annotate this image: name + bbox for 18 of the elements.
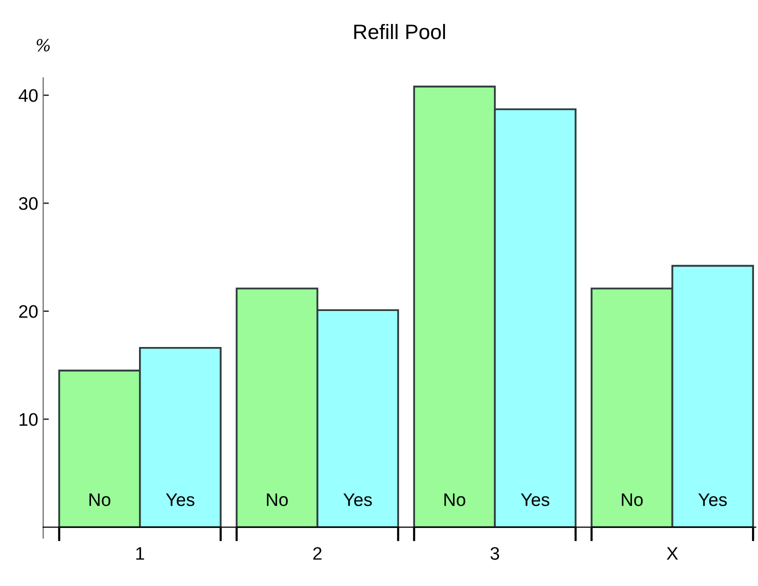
text: No — [266, 493, 288, 506]
series-label: No — [89, 493, 110, 506]
text: Yes — [520, 493, 550, 506]
x-tick-label: 2 — [313, 547, 322, 560]
text: No — [444, 493, 466, 506]
y-axis-title: % — [36, 38, 50, 52]
series-label: Yes — [166, 493, 194, 506]
text: Yes — [698, 493, 727, 506]
y-tick-label: 10 — [20, 413, 38, 426]
x-tick-label: 3 — [490, 547, 500, 560]
x-tick-label: 1 — [136, 547, 144, 560]
y-tick-label: 40 — [18, 89, 38, 102]
text: Yes — [343, 493, 372, 506]
text: No — [622, 493, 643, 506]
chart-title: Refill Pool — [354, 24, 445, 40]
x-tick-label: X — [666, 547, 678, 560]
y-tick-label: 30 — [18, 197, 38, 210]
y-tick-label: 20 — [19, 305, 38, 318]
